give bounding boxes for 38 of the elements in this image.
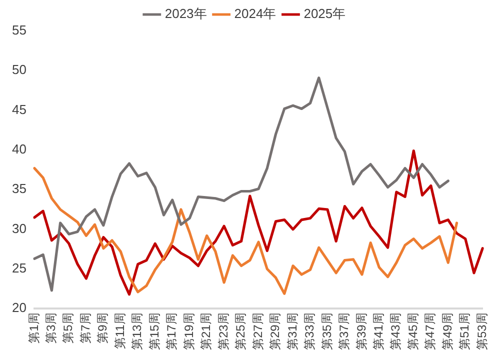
y-tick-label: 25 xyxy=(12,260,26,276)
x-tick-label: 第13周 xyxy=(130,312,144,350)
x-tick-label: 第47周 xyxy=(423,312,438,350)
legend-label: 2024年 xyxy=(234,6,276,22)
x-tick-label: 第29周 xyxy=(268,312,282,350)
x-tick-label: 第43周 xyxy=(388,312,403,350)
x-tick-label: 第9周 xyxy=(96,312,110,344)
y-tick-label: 55 xyxy=(12,22,26,38)
x-tick-label: 第41周 xyxy=(371,312,386,350)
y-tick-label: 35 xyxy=(12,181,26,196)
x-tick-label: 第17周 xyxy=(164,312,179,350)
x-tick-label: 第25周 xyxy=(234,312,248,350)
x-tick-label: 第27周 xyxy=(250,312,265,350)
x-tick-label: 第39周 xyxy=(354,312,368,350)
x-tick-label: 第5周 xyxy=(61,312,76,344)
x-tick-label: 第7周 xyxy=(78,312,92,344)
y-tick-label: 20 xyxy=(12,300,26,316)
x-tick-label: 第31周 xyxy=(285,312,300,350)
y-tick-label: 40 xyxy=(12,142,26,157)
x-tick-label: 第19周 xyxy=(182,312,196,350)
x-tick-label: 第45周 xyxy=(406,312,420,350)
x-tick-label: 第21周 xyxy=(199,312,214,350)
x-tick-label: 第51周 xyxy=(458,312,472,350)
legend-label: 2025年 xyxy=(304,6,346,22)
x-tick-label: 第49周 xyxy=(440,312,454,350)
y-tick-label: 45 xyxy=(12,102,26,117)
y-tick-label: 30 xyxy=(12,220,26,236)
x-tick-label: 第53周 xyxy=(474,312,489,350)
x-tick-label: 第3周 xyxy=(44,312,58,344)
x-tick-label: 第11周 xyxy=(112,312,127,350)
x-tick-label: 第37周 xyxy=(337,312,352,350)
x-tick-label: 第33周 xyxy=(302,312,317,350)
legend-label: 2023年 xyxy=(164,6,207,22)
x-tick-label: 第23周 xyxy=(216,312,230,350)
x-tick-label: 第15周 xyxy=(147,312,162,350)
x-tick-label: 第35周 xyxy=(320,312,334,350)
y-tick-label: 50 xyxy=(12,62,26,78)
x-tick-label: 第1周 xyxy=(26,312,41,344)
